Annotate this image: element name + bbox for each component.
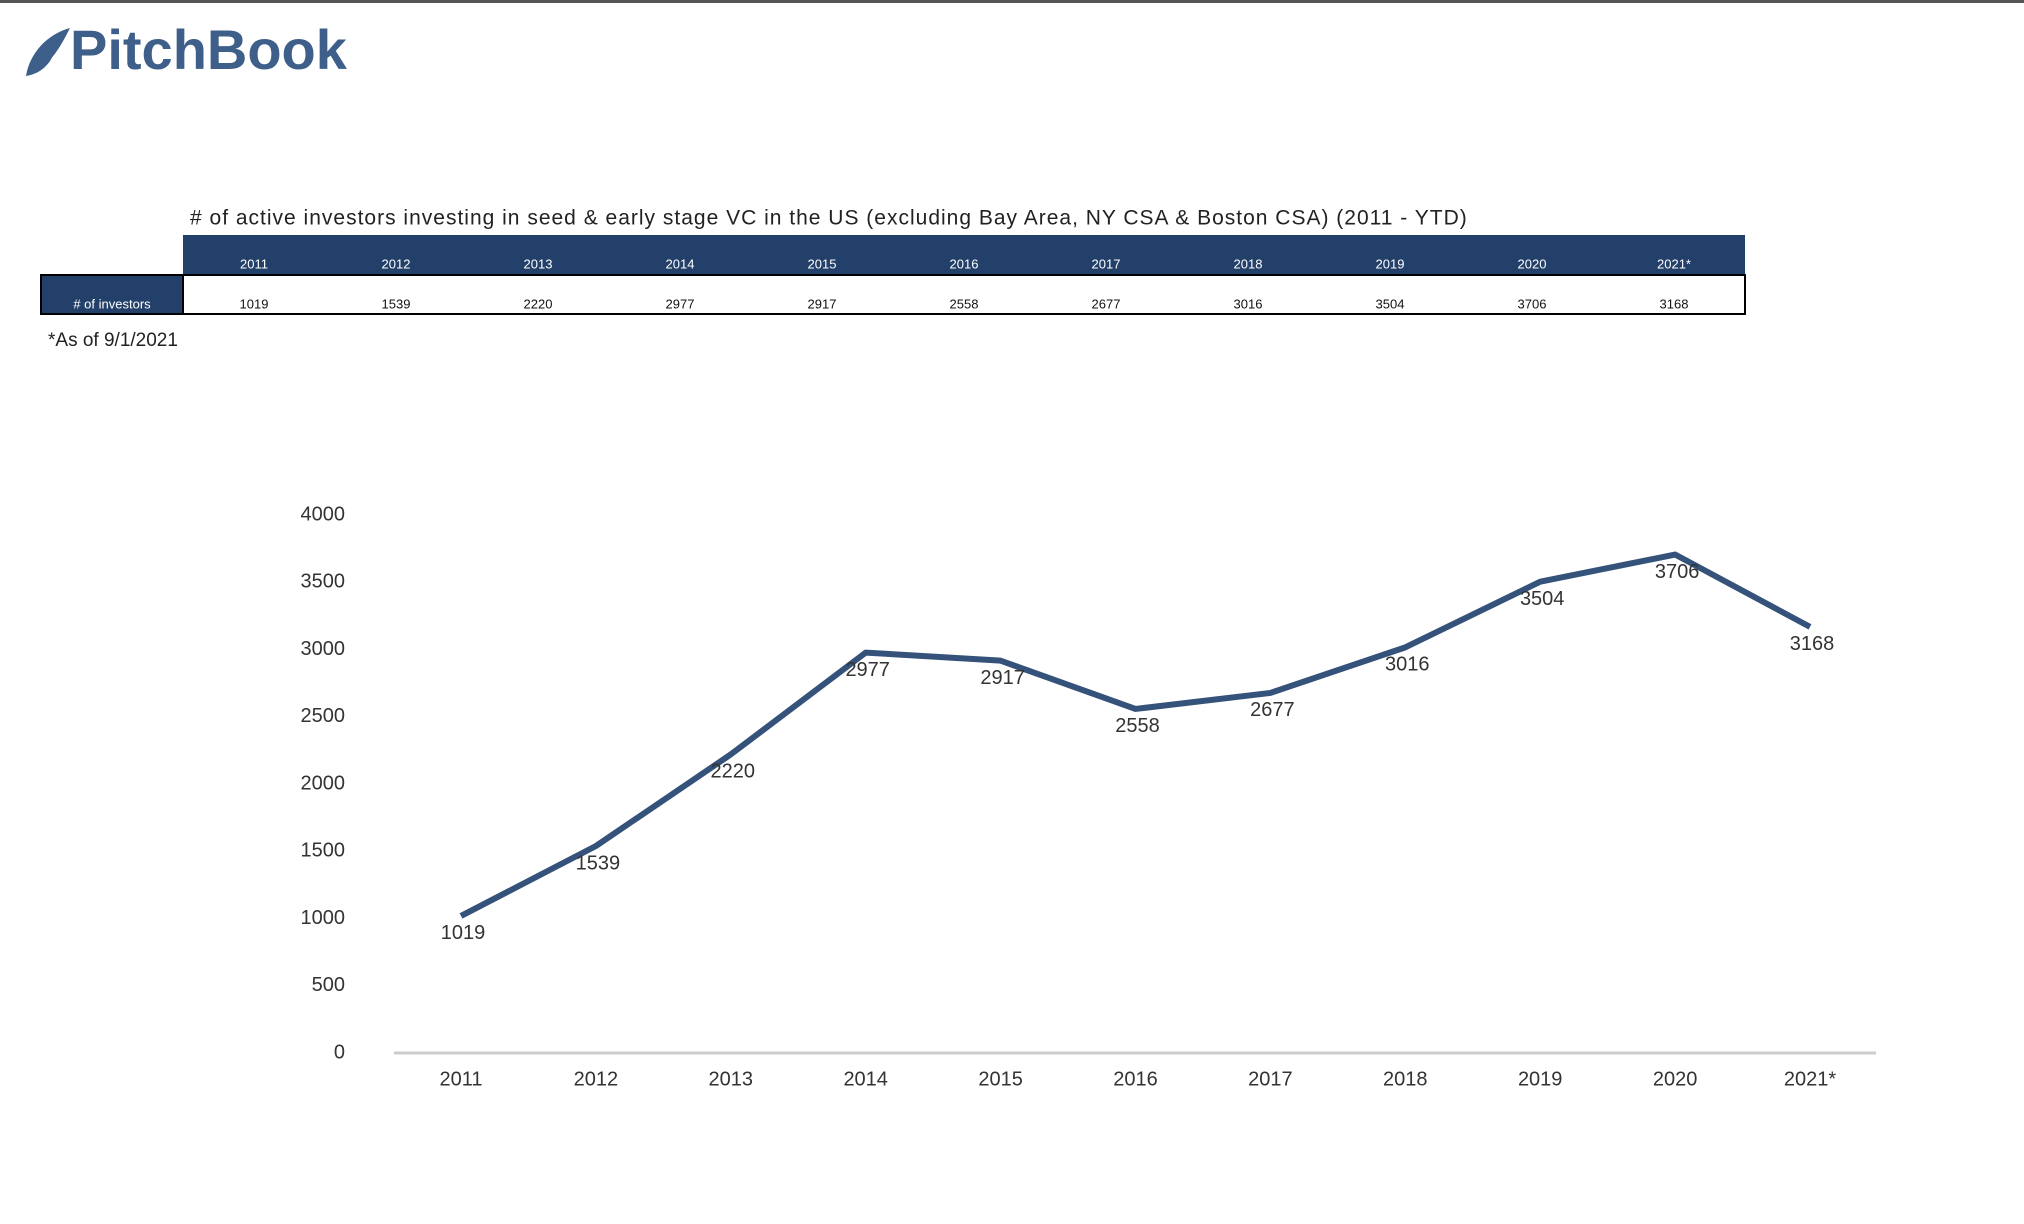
data-label: 2220 [711, 761, 756, 783]
column-header: 2014 [666, 256, 695, 271]
table-title: # of active investors investing in seed … [190, 207, 1468, 230]
y-tick-label: 500 [312, 974, 345, 996]
table-cell: 2917 [808, 296, 837, 311]
data-row [182, 274, 1746, 315]
table-cell: 3168 [1660, 296, 1689, 311]
y-tick-label: 1500 [301, 840, 346, 862]
data-label: 3168 [1790, 633, 1835, 655]
y-tick-label: 3000 [301, 638, 346, 660]
column-header: 2011 [240, 256, 268, 271]
table-cell: 2558 [950, 296, 979, 311]
x-tick-label: 2017 [1248, 1068, 1293, 1090]
data-label: 2917 [980, 667, 1025, 689]
column-header: 2020 [1518, 256, 1547, 271]
line-chart: 0 500 1000 1500 2000 2500 3000 3500 4000 2011 2012… [301, 503, 1876, 1090]
table-cell: 3504 [1376, 296, 1405, 311]
column-header: 2019 [1376, 256, 1405, 271]
header-row [183, 235, 1745, 275]
data-label: 2677 [1250, 699, 1295, 721]
row-label: # of investors [73, 296, 151, 311]
x-tick-label: 2018 [1383, 1068, 1428, 1090]
x-tick-label: 2013 [709, 1068, 754, 1090]
x-tick-label: 2014 [843, 1068, 888, 1090]
column-header: 2015 [808, 256, 837, 271]
data-label: 1019 [441, 922, 486, 944]
top-border [0, 0, 2024, 3]
data-table: # of investors 2011 1019 2012 1539 2013 2220 20… [40, 235, 1746, 315]
y-tick-label: 1000 [301, 907, 346, 929]
row-label-cell [40, 274, 184, 315]
x-tick-label: 2011 [439, 1068, 482, 1090]
column-header: 2012 [382, 256, 411, 271]
column-header: 2016 [950, 256, 979, 271]
y-tick-label: 2500 [301, 705, 346, 727]
x-tick-label: 2016 [1113, 1068, 1158, 1090]
data-label: 2558 [1115, 715, 1160, 737]
table-cell: 3706 [1518, 296, 1547, 311]
data-label: 2977 [845, 659, 890, 681]
x-tick-label: 2020 [1653, 1068, 1698, 1090]
y-tick-label: 4000 [301, 503, 346, 525]
x-tick-label: 2012 [574, 1068, 619, 1090]
table-cell: 2977 [666, 296, 695, 311]
table-cell: 1539 [382, 296, 411, 311]
data-label: 3504 [1520, 588, 1565, 610]
y-tick-label: 2000 [301, 772, 346, 794]
x-tick-label: 2021* [1784, 1068, 1836, 1090]
y-tick-label: 0 [334, 1041, 345, 1063]
table-cell: 2677 [1092, 296, 1121, 311]
data-line [459, 551, 1812, 919]
table-cell: 1019 [240, 296, 269, 311]
logo: PitchBook [70, 18, 348, 81]
data-label: 3016 [1385, 654, 1430, 676]
data-label: 1539 [576, 852, 621, 874]
x-tick-label: 2019 [1518, 1068, 1563, 1090]
table-cell: 3016 [1234, 296, 1263, 311]
y-tick-label: 3500 [301, 571, 346, 593]
logo-mark [26, 28, 70, 76]
column-header: 2013 [524, 256, 553, 271]
table-cell: 2220 [524, 296, 553, 311]
column-header: 2017 [1092, 256, 1121, 271]
table-note: *As of 9/1/2021 [48, 330, 178, 351]
column-header: 2018 [1234, 256, 1263, 271]
column-header: 2021* [1657, 256, 1691, 271]
x-tick-label: 2015 [978, 1068, 1023, 1090]
data-label: 3706 [1655, 561, 1700, 583]
